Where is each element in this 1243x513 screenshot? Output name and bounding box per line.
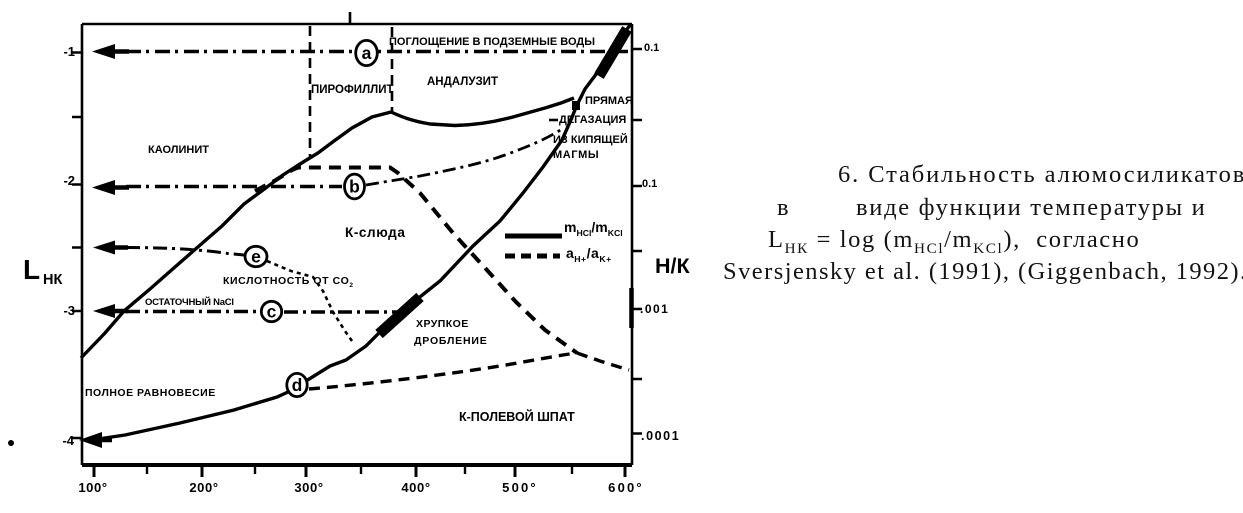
svg-text:a: a [362,43,372,63]
svg-text:e: e [251,247,261,267]
svg-text:c: c [267,302,277,322]
svg-text:b: b [349,177,360,197]
svg-text:d: d [292,375,303,395]
